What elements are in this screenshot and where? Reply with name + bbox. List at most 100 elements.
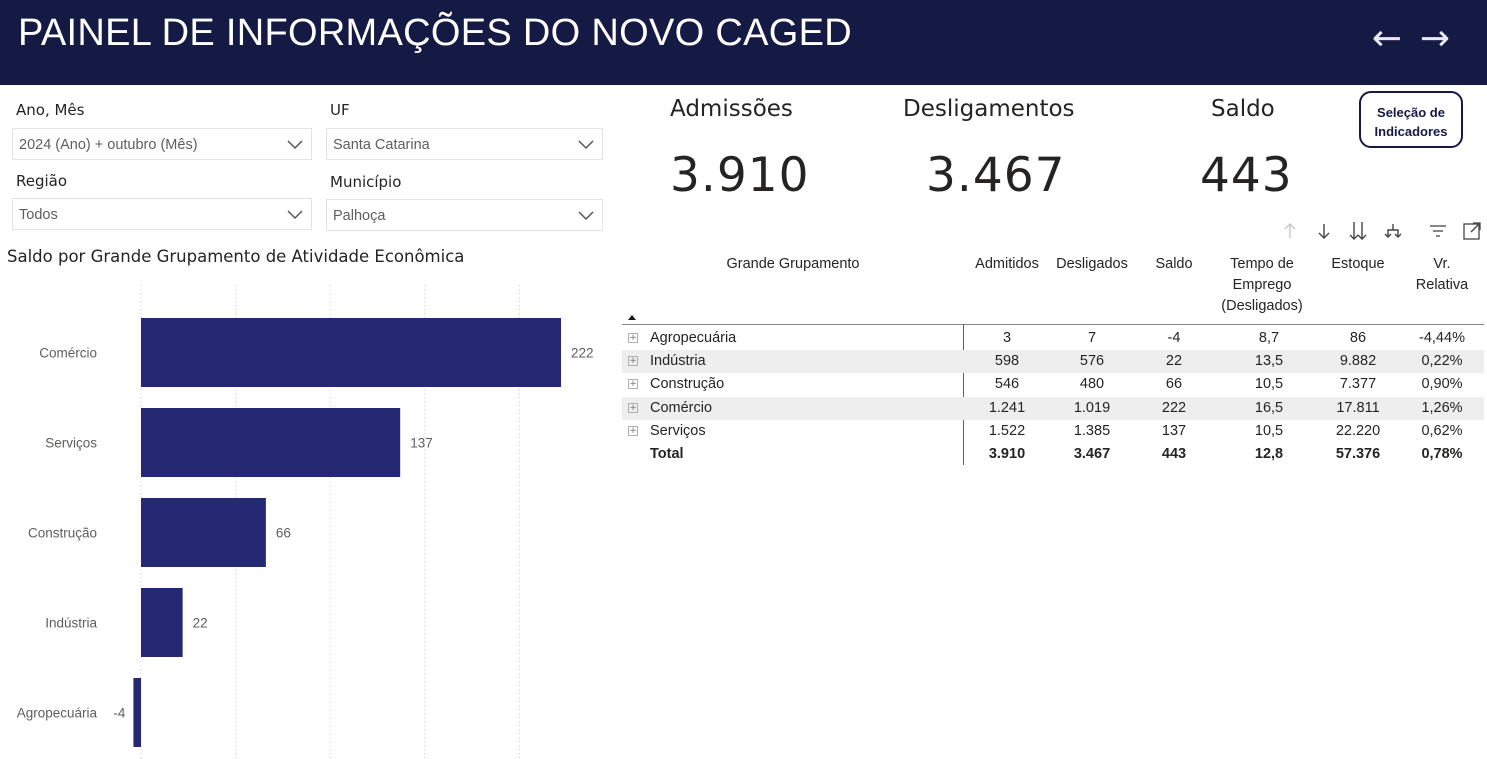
uf-dropdown[interactable]: Santa Catarina xyxy=(326,128,603,160)
table-cell-estoque: 7.377 xyxy=(1339,376,1377,393)
municipio-value: Palhoça xyxy=(333,208,386,224)
regiao-dropdown[interactable]: Todos xyxy=(12,198,312,230)
data-label: 137 xyxy=(410,436,433,451)
filter-label-ano-mes: Ano, Mês xyxy=(16,101,85,119)
data-label: -4 xyxy=(113,706,125,721)
uf-value: Santa Catarina xyxy=(333,137,430,153)
sort-up-icon[interactable] xyxy=(1279,220,1301,242)
category-label: Comércio xyxy=(39,346,97,361)
table-cell-saldo: -4 xyxy=(1167,330,1181,346)
hierarchy-icon[interactable] xyxy=(1382,220,1404,242)
table-cell-saldo: 137 xyxy=(1161,422,1187,439)
table-cell-tempo: 8,7 xyxy=(1258,330,1280,346)
table-cell-estoque: 9.882 xyxy=(1339,353,1377,370)
expand-row-icon[interactable]: + xyxy=(628,379,638,390)
chevron-down-icon xyxy=(287,140,303,150)
saldo-bar-chart: Comércio 222 Serviços 137 Construção 66 Indúst… xyxy=(17,285,594,759)
col-header-estoque[interactable]: Estoque xyxy=(1331,256,1385,272)
expand-all-icon[interactable] xyxy=(1347,220,1369,242)
filter-label-municipio: Município xyxy=(330,173,402,191)
table-cell-desligados: 1.019 xyxy=(1073,399,1111,416)
table-cell-tempo: 13,5 xyxy=(1254,353,1284,370)
table-cell-desligados: 480 xyxy=(1079,376,1105,393)
category-label: Agropecuária xyxy=(17,706,98,721)
focus-mode-icon[interactable] xyxy=(1461,220,1483,242)
selecao-indicadores-line1: Seleção de xyxy=(1377,105,1445,120)
bar-0[interactable] xyxy=(141,318,561,387)
data-label: 22 xyxy=(193,616,208,631)
table-cell-vr: -4,44% xyxy=(1419,330,1465,346)
kpi-admissoes-label: Admissões xyxy=(670,96,793,122)
col-header-vr-relativa[interactable]: Vr. Relativa xyxy=(1404,254,1480,296)
kpi-desligamentos-label: Desligamentos xyxy=(903,96,1075,122)
table-row-name[interactable]: Construção xyxy=(650,376,725,393)
ano-mes-dropdown[interactable]: 2024 (Ano) + outubro (Mês) xyxy=(12,128,312,160)
table-cell-tempo: 10,5 xyxy=(1254,422,1284,439)
bar-4[interactable] xyxy=(133,678,141,747)
col-header-tempo-emprego[interactable]: Tempo de Emprego (Desligados) xyxy=(1212,254,1312,317)
arrow-right-icon[interactable]: → xyxy=(1419,18,1451,59)
selecao-indicadores-line2: Indicadores xyxy=(1374,124,1448,139)
col-header-tempo-line1: Tempo de xyxy=(1230,256,1294,272)
expand-row-icon[interactable]: + xyxy=(628,356,638,367)
table-total-admitidos: 3.910 xyxy=(988,446,1026,462)
table-cell-vr: 0,62% xyxy=(1421,422,1463,439)
kpi-saldo-label: Saldo xyxy=(1211,96,1275,122)
table-cell-tempo: 10,5 xyxy=(1254,376,1284,393)
table-cell-estoque: 17.811 xyxy=(1336,399,1380,416)
table-total-label: Total xyxy=(650,446,684,462)
table-cell-tempo: 16,5 xyxy=(1254,399,1284,416)
expand-row-icon[interactable]: + xyxy=(628,425,638,436)
table-total-saldo: 443 xyxy=(1161,446,1187,462)
filter-label-uf: UF xyxy=(330,101,350,119)
selecao-indicadores-button[interactable]: Seleção de Indicadores xyxy=(1359,91,1463,148)
table-total-vr: 0,78% xyxy=(1421,446,1463,462)
table-row-name[interactable]: Agropecuária xyxy=(650,330,737,346)
municipio-dropdown[interactable]: Palhoça xyxy=(326,199,603,231)
table-cell-estoque: 86 xyxy=(1349,330,1367,346)
kpi-desligamentos-value: 3.467 xyxy=(926,148,1066,203)
bar-3[interactable] xyxy=(141,588,183,657)
col-header-tempo-line2: Emprego xyxy=(1232,277,1292,293)
header-divider xyxy=(622,324,1484,325)
expand-row-icon[interactable]: + xyxy=(628,333,638,343)
table-total-tempo: 12,8 xyxy=(1254,446,1284,462)
filter-icon[interactable] xyxy=(1427,220,1449,242)
table-cell-vr: 0,22% xyxy=(1421,353,1463,370)
bar-1[interactable] xyxy=(141,408,401,477)
data-label: 66 xyxy=(276,526,291,541)
table-cell-saldo: 66 xyxy=(1165,376,1183,393)
col-header-vr-line1: Vr. xyxy=(1433,256,1451,272)
table-cell-admitidos: 546 xyxy=(994,376,1020,393)
col-header-desligados[interactable]: Desligados xyxy=(1056,256,1128,272)
col-header-admitidos[interactable]: Admitidos xyxy=(975,256,1039,272)
expand-row-icon[interactable]: + xyxy=(628,402,638,413)
table-row-band xyxy=(622,350,1484,374)
table-cell-vr: 0,90% xyxy=(1421,376,1463,393)
sort-indicator-icon xyxy=(628,315,636,320)
kpi-saldo-value: 443 xyxy=(1200,148,1293,203)
bar-2[interactable] xyxy=(141,498,266,567)
category-label: Serviços xyxy=(45,436,97,451)
table-cell-saldo: 22 xyxy=(1165,353,1183,370)
table-cell-admitidos: 3 xyxy=(1002,330,1012,346)
chevron-down-icon xyxy=(578,211,594,221)
chart-title: Saldo por Grande Grupamento de Atividade… xyxy=(7,247,465,266)
table-row-name[interactable]: Serviços xyxy=(650,422,706,439)
table-row-name[interactable]: Comércio xyxy=(650,399,713,416)
table-cell-admitidos: 1.241 xyxy=(988,399,1026,416)
sort-down-icon[interactable] xyxy=(1313,220,1335,242)
filter-label-regiao: Região xyxy=(16,172,68,190)
chevron-down-icon xyxy=(578,140,594,150)
chevron-down-icon xyxy=(287,210,303,220)
table-cell-desligados: 576 xyxy=(1079,353,1105,370)
arrow-left-icon[interactable]: ← xyxy=(1371,18,1403,59)
table-row-name[interactable]: Indústria xyxy=(650,353,706,370)
category-label: Indústria xyxy=(45,616,97,631)
regiao-value: Todos xyxy=(19,207,58,223)
col-header-grande-grupamento[interactable]: Grande Grupamento xyxy=(726,256,860,272)
table-cell-desligados: 1.385 xyxy=(1073,422,1111,439)
col-header-vr-line2: Relativa xyxy=(1415,277,1469,293)
col-header-saldo[interactable]: Saldo xyxy=(1155,256,1193,272)
data-label: 222 xyxy=(571,346,594,361)
